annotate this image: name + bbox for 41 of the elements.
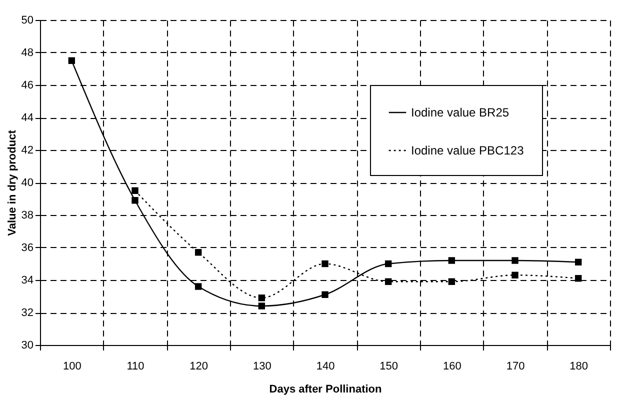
x-tick-label: 150 <box>380 360 398 372</box>
point <box>512 272 518 278</box>
point <box>258 294 266 302</box>
point <box>512 257 518 264</box>
x-tick-label: 110 <box>126 360 144 372</box>
y-tick-label: 36 <box>21 242 34 254</box>
point <box>194 283 202 290</box>
point <box>384 260 392 268</box>
y-tick-label: 50 <box>21 14 34 26</box>
point <box>448 257 456 264</box>
point <box>448 278 456 285</box>
x-tick-label: 100 <box>62 360 82 372</box>
point <box>258 302 266 310</box>
point <box>384 278 392 285</box>
x-tick-label: 160 <box>442 360 462 372</box>
x-tick-label: 140 <box>316 360 335 372</box>
x-tick-label: 130 <box>252 360 272 372</box>
point <box>194 249 202 256</box>
point <box>68 57 76 64</box>
x-tick-label: 120 <box>190 360 208 372</box>
point <box>574 275 582 282</box>
y-tick-label: 32 <box>21 307 34 319</box>
point <box>574 258 582 266</box>
point <box>132 187 138 194</box>
point <box>322 260 328 268</box>
y-tick-label: 44 <box>21 112 34 124</box>
legend-label: Iodine value PBC123 <box>411 144 524 158</box>
y-tick-label: 30 <box>21 340 34 352</box>
y-axis-title: Value in dry product <box>6 130 18 236</box>
x-tick-label: 180 <box>570 360 588 372</box>
legend-label: Iodine value BR25 <box>411 106 510 120</box>
y-tick-label: 40 <box>21 177 34 189</box>
y-tick-label: 46 <box>21 80 34 92</box>
x-axis-title: Days after Pollination <box>269 384 382 396</box>
y-tick-label: 42 <box>21 144 34 156</box>
y-tick-label: 34 <box>21 274 34 286</box>
point <box>132 197 138 204</box>
y-tick-label: 38 <box>21 210 34 222</box>
point <box>322 291 328 298</box>
x-tick-label: 170 <box>506 360 525 372</box>
y-tick-label: 48 <box>21 47 34 59</box>
